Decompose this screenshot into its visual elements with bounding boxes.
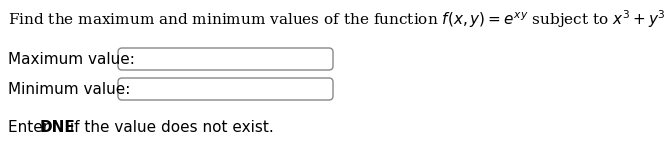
Text: Minimum value:: Minimum value: [8, 82, 130, 97]
Text: Enter: Enter [8, 120, 54, 135]
Text: Find the maximum and minimum values of the function $f(x, y) = e^{xy}$ subject t: Find the maximum and minimum values of t… [8, 8, 665, 30]
FancyBboxPatch shape [118, 48, 333, 70]
Text: Maximum value:: Maximum value: [8, 52, 135, 67]
Text: DNE: DNE [40, 120, 76, 135]
Text: if the value does not exist.: if the value does not exist. [65, 120, 274, 135]
FancyBboxPatch shape [118, 78, 333, 100]
